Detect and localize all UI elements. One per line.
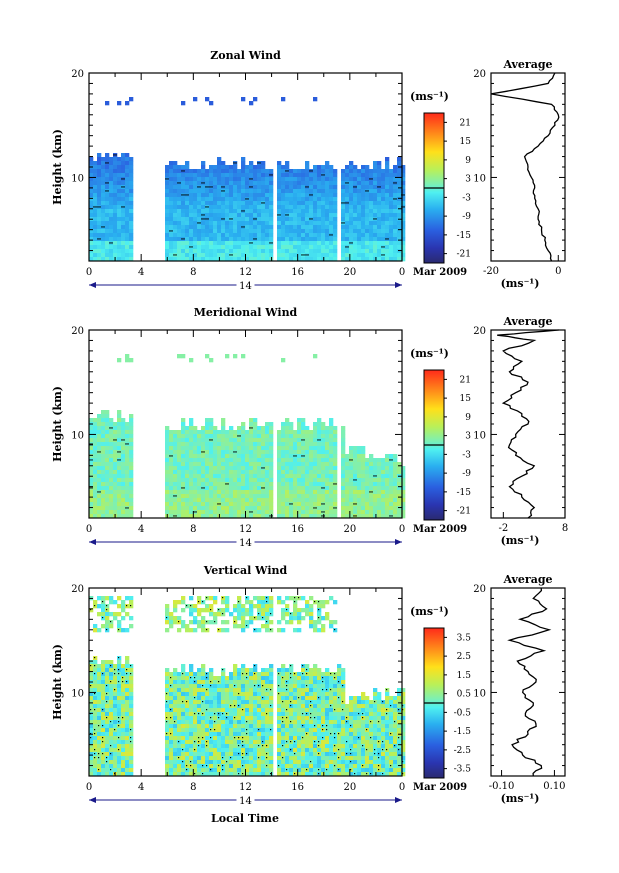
day-label: 14: [239, 796, 252, 807]
colorbar-tick-label: -21: [457, 250, 472, 260]
x-tick-label: 16: [291, 524, 304, 535]
profile-x-tick-label: 0: [555, 266, 561, 277]
month-label: Mar 2009: [413, 782, 467, 793]
panel-3: 0 4 8 12 16 20 0 20 10 Vertical Wind Height (km) 14…: [51, 564, 566, 807]
x-tick-label: 20: [343, 267, 356, 278]
average-profile-line: [490, 72, 560, 262]
profile-x-tick-label: -2: [498, 523, 508, 534]
colorbar-tick-label: -15: [457, 231, 472, 241]
profile-y-tick-label: 20: [473, 69, 486, 80]
profile-y-tick-label: 20: [473, 326, 486, 337]
colorbar-tick-label: 2.5: [457, 652, 472, 662]
x-tick-label: 4: [138, 524, 144, 535]
colorbar-tick-label: -3: [462, 450, 471, 460]
y-axis-label: Height (km): [51, 644, 64, 720]
y-axis-label: Height (km): [51, 129, 64, 205]
colorbar-unit: (ms⁻¹): [410, 90, 449, 103]
y-tick-label: 10: [71, 173, 84, 184]
profile-y-tick-label: 10: [473, 688, 486, 699]
colorbar-tick-label: 21: [460, 375, 471, 385]
profile-y-tick-label: 20: [473, 584, 486, 595]
x-tick-label: 0: [86, 267, 92, 278]
panel-2: 0 4 8 12 16 20 0 20 10 Meridional Wind Height (km)…: [51, 306, 568, 549]
colorbar-tick-label: 21: [460, 118, 471, 128]
y-tick-label: 10: [71, 430, 84, 441]
profile-y-tick-label: 10: [473, 430, 486, 441]
panel-title: Meridional Wind: [194, 306, 298, 319]
x-tick-label: 20: [343, 524, 356, 535]
colorbar-tick-label: 15: [460, 394, 472, 404]
x-tick-label: 0: [399, 267, 405, 278]
month-label: Mar 2009: [413, 524, 467, 535]
x-tick-label: 12: [239, 782, 252, 793]
profile-unit: (ms⁻¹): [501, 534, 540, 547]
x-tick-label: 8: [190, 267, 196, 278]
colorbar-tick-label: 15: [460, 137, 472, 147]
profile-frame: [490, 587, 566, 777]
y-tick-label: 10: [71, 688, 84, 699]
colorbar-tick-label: -15: [457, 488, 472, 498]
profile-x-tick-label: -0.10: [489, 781, 515, 792]
profile-title: Average: [502, 58, 552, 71]
colorbar-tick-label: -0.5: [454, 708, 472, 718]
profile-title: Average: [502, 315, 552, 328]
profile-x-tick-label: -20: [483, 266, 499, 277]
x-tick-label: 12: [239, 524, 252, 535]
colorbar-unit: (ms⁻¹): [410, 347, 449, 360]
colorbar-tick-label: -21: [457, 507, 472, 517]
x-tick-label: 4: [138, 782, 144, 793]
profile-title: Average: [502, 573, 552, 586]
x-tick-label: 4: [138, 267, 144, 278]
x-tick-label: 20: [343, 782, 356, 793]
x-tick-label: 16: [291, 782, 304, 793]
colorbar-tick-label: 9: [465, 156, 471, 166]
colorbar-tick-label: -3: [462, 193, 471, 203]
heatmap-cells: [89, 97, 406, 262]
x-tick-label: 0: [399, 782, 405, 793]
average-profile-line: [497, 329, 559, 519]
colorbar-tick-label: -2.5: [454, 746, 472, 756]
x-tick-label: 8: [190, 524, 196, 535]
day-label: 14: [239, 538, 252, 549]
colorbar-tick-label: -9: [462, 212, 471, 222]
x-tick-label: 0: [86, 782, 92, 793]
profile-y-tick-label: 10: [473, 173, 486, 184]
colorbar-tick-label: 3: [465, 175, 471, 185]
colorbar-tick-label: 3: [465, 432, 471, 442]
panel-1: 0 4 8 12 16 20 0 20 10 Zonal Wind Height (km) 14 Mar…: [51, 49, 566, 292]
colorbar-tick-label: -3.5: [454, 765, 472, 775]
colorbar-tick-label: -9: [462, 469, 471, 479]
x-tick-label: 12: [239, 267, 252, 278]
x-tick-label: 8: [190, 782, 196, 793]
panel-title: Vertical Wind: [203, 564, 288, 577]
x-tick-label: 0: [399, 524, 405, 535]
profile-x-tick-label: 0.10: [543, 781, 565, 792]
profile-unit: (ms⁻¹): [501, 792, 540, 805]
x-tick-label: 16: [291, 267, 304, 278]
x-axis-label: Local Time: [211, 812, 279, 825]
average-profile-line: [507, 587, 552, 777]
y-tick-label: 20: [71, 326, 84, 337]
colorbar-tick-label: -1.5: [454, 727, 472, 737]
profile-x-tick-label: 8: [562, 523, 568, 534]
x-tick-label: 0: [86, 524, 92, 535]
y-axis-label: Height (km): [51, 386, 64, 462]
y-tick-label: 20: [71, 584, 84, 595]
colorbar-unit: (ms⁻¹): [410, 605, 449, 618]
profile-unit: (ms⁻¹): [501, 277, 540, 290]
colorbar-tick-label: 0.5: [457, 690, 472, 700]
heatmap-cells: [89, 596, 406, 777]
colorbar-tick-label: 9: [465, 413, 471, 423]
day-label: 14: [239, 281, 252, 292]
colorbar-tick-label: 1.5: [457, 671, 472, 681]
colorbar-tick-label: 3.5: [457, 633, 472, 643]
y-tick-label: 20: [71, 69, 84, 80]
heatmap-cells: [89, 354, 406, 519]
month-label: Mar 2009: [413, 267, 467, 278]
panel-title: Zonal Wind: [210, 49, 281, 62]
